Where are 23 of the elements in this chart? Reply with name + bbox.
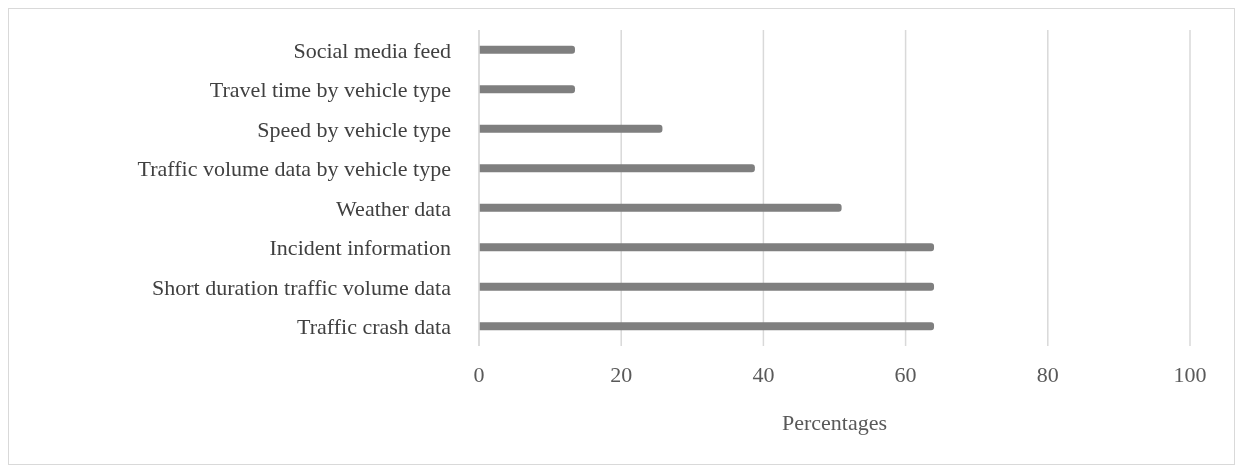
x-axis-title: Percentages bbox=[781, 410, 888, 435]
x-tick-label: 20 bbox=[610, 361, 633, 387]
bar bbox=[479, 322, 935, 331]
y-tick-label: Traffic volume data by vehicle type bbox=[137, 156, 451, 182]
x-tick-label: 0 bbox=[473, 361, 485, 387]
y-tick-label: Traffic crash data bbox=[297, 314, 452, 340]
y-tick-label: Speed by vehicle type bbox=[257, 116, 451, 142]
bar bbox=[479, 164, 755, 173]
bar bbox=[479, 45, 575, 54]
y-tick-label: Social media feed bbox=[293, 37, 451, 63]
x-tick-label: 100 bbox=[1173, 361, 1207, 387]
y-tick-label: Travel time by vehicle type bbox=[209, 77, 451, 103]
bar bbox=[479, 85, 575, 94]
x-tick-label: 60 bbox=[894, 361, 917, 387]
bar bbox=[479, 124, 663, 133]
x-tick-label: 40 bbox=[752, 361, 775, 387]
bar bbox=[479, 203, 842, 212]
bar bbox=[479, 243, 935, 252]
y-tick-label: Short duration traffic volume data bbox=[152, 274, 452, 300]
x-tick-label: 80 bbox=[1036, 361, 1059, 387]
bar bbox=[479, 282, 935, 291]
y-tick-label: Weather data bbox=[336, 195, 452, 221]
y-tick-label: Incident information bbox=[269, 235, 451, 261]
